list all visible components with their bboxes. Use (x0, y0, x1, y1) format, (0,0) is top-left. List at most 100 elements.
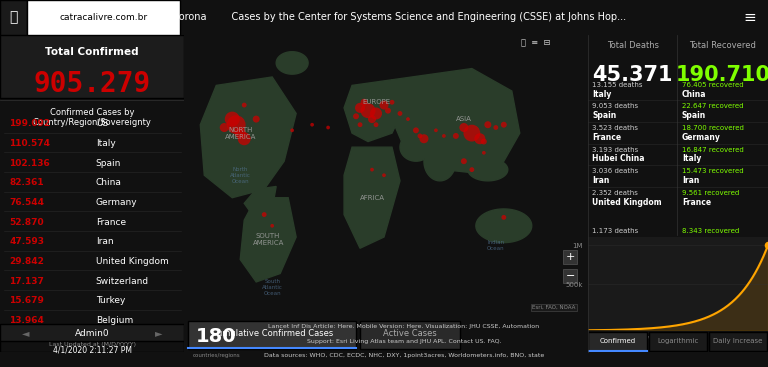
Text: US: US (96, 119, 108, 128)
FancyBboxPatch shape (0, 341, 184, 352)
Point (414, 133, 426, 139)
Text: Active Cases: Active Cases (383, 329, 437, 338)
Text: Total Deaths: Total Deaths (607, 41, 659, 50)
Text: ►: ► (154, 328, 162, 338)
Text: 76.405 recovered: 76.405 recovered (682, 82, 743, 88)
Text: Indian
Ocean: Indian Ocean (487, 240, 505, 251)
Text: 180: 180 (196, 327, 237, 346)
Point (386, 99, 398, 105)
Text: United Kingdom: United Kingdom (592, 197, 662, 207)
Point (438, 133, 450, 139)
FancyBboxPatch shape (188, 321, 356, 349)
Text: ≡: ≡ (743, 10, 756, 25)
Text: China: China (96, 178, 121, 187)
Text: 13.155 deaths: 13.155 deaths (592, 82, 643, 88)
Text: ⧉  ≡  ⊟: ⧉ ≡ ⊟ (521, 39, 551, 48)
Text: 13.964: 13.964 (9, 316, 44, 325)
Text: Spain: Spain (96, 159, 121, 168)
Text: China: China (682, 90, 707, 99)
Text: 8.343 recovered: 8.343 recovered (682, 228, 739, 234)
Point (350, 113, 362, 119)
Text: 9.561 recovered: 9.561 recovered (682, 190, 739, 196)
Point (378, 172, 390, 178)
FancyBboxPatch shape (709, 332, 767, 351)
Point (238, 102, 250, 108)
Text: 199.092: 199.092 (9, 119, 51, 128)
Text: Last Updated at (M/D/YYYY): Last Updated at (M/D/YYYY) (48, 342, 136, 347)
Text: 9.053 deaths: 9.053 deaths (592, 103, 638, 109)
Point (498, 214, 510, 220)
Text: ASIA: ASIA (456, 116, 472, 122)
Text: ◄: ◄ (22, 328, 30, 338)
Polygon shape (468, 159, 508, 181)
FancyBboxPatch shape (649, 332, 707, 351)
Text: 905.279: 905.279 (34, 70, 151, 98)
Text: Turkey: Turkey (96, 297, 125, 305)
FancyBboxPatch shape (588, 332, 647, 351)
Text: France: France (592, 133, 621, 142)
Polygon shape (240, 198, 296, 282)
Text: Italy: Italy (682, 155, 701, 163)
Text: countries/regions: countries/regions (193, 353, 240, 358)
Point (354, 122, 366, 128)
Point (394, 110, 406, 116)
Point (258, 212, 270, 218)
Text: 190.710: 190.710 (675, 65, 768, 85)
Point (458, 158, 470, 164)
Point (358, 99, 370, 105)
Text: AFRICA: AFRICA (359, 195, 385, 201)
Text: 102.136: 102.136 (9, 159, 50, 168)
Point (478, 139, 490, 145)
Text: North
Atlantic
Ocean: North Atlantic Ocean (230, 167, 250, 184)
Point (430, 127, 442, 133)
Text: SOUTH
AMERICA: SOUTH AMERICA (253, 233, 284, 246)
Text: 47.593: 47.593 (9, 237, 45, 246)
Text: Esri, FAO, NOAA: Esri, FAO, NOAA (532, 305, 576, 310)
Text: 17.137: 17.137 (9, 277, 44, 286)
Polygon shape (476, 209, 531, 243)
Text: 1.173 deaths: 1.173 deaths (592, 228, 638, 234)
Text: Total Recovered: Total Recovered (689, 41, 756, 50)
Text: United Kingdom: United Kingdom (96, 257, 169, 266)
Text: South
Atlantic
Ocean: South Atlantic Ocean (262, 279, 283, 296)
FancyBboxPatch shape (0, 35, 184, 98)
Point (266, 223, 278, 229)
Text: Spain: Spain (682, 111, 706, 120)
Text: Switzerland: Switzerland (96, 277, 149, 286)
Text: France: France (682, 197, 711, 207)
Point (465, 167, 478, 172)
Text: Total Confirmed: Total Confirmed (45, 47, 139, 57)
Point (230, 122, 243, 128)
Polygon shape (344, 80, 404, 142)
Point (366, 116, 378, 122)
Text: 22.647 recovered: 22.647 recovered (682, 103, 743, 109)
Point (482, 122, 494, 128)
Text: 3.193 deaths: 3.193 deaths (592, 147, 638, 153)
Text: Confirmed: Confirmed (600, 338, 636, 344)
Text: Confirmed Cases by
Country/Region/Sovereignty: Confirmed Cases by Country/Region/Sovere… (33, 108, 151, 127)
Text: France: France (96, 218, 126, 227)
Point (362, 108, 374, 114)
Text: Data sources: WHO, CDC, ECDC, NHC, DXY, 1point3acres, Worldometers.info, BNO, st: Data sources: WHO, CDC, ECDC, NHC, DXY, … (264, 353, 544, 358)
Text: 82.361: 82.361 (9, 178, 44, 187)
Point (234, 130, 247, 136)
Polygon shape (200, 77, 296, 198)
Text: 110.574: 110.574 (9, 139, 50, 148)
Text: Iran: Iran (682, 176, 700, 185)
Point (418, 136, 430, 142)
Point (458, 124, 470, 130)
Text: 🛡: 🛡 (10, 10, 18, 25)
Point (370, 122, 382, 128)
Point (322, 124, 334, 130)
Text: Italy: Italy (592, 90, 611, 99)
Polygon shape (344, 147, 400, 248)
Point (306, 122, 318, 128)
Polygon shape (244, 186, 276, 215)
Text: +: + (565, 252, 575, 262)
Text: 3.036 deaths: 3.036 deaths (592, 168, 638, 174)
Point (250, 116, 263, 122)
Text: Germany: Germany (682, 133, 721, 142)
Point (378, 102, 390, 108)
Point (490, 124, 502, 130)
Text: Logarithmic: Logarithmic (657, 338, 698, 344)
